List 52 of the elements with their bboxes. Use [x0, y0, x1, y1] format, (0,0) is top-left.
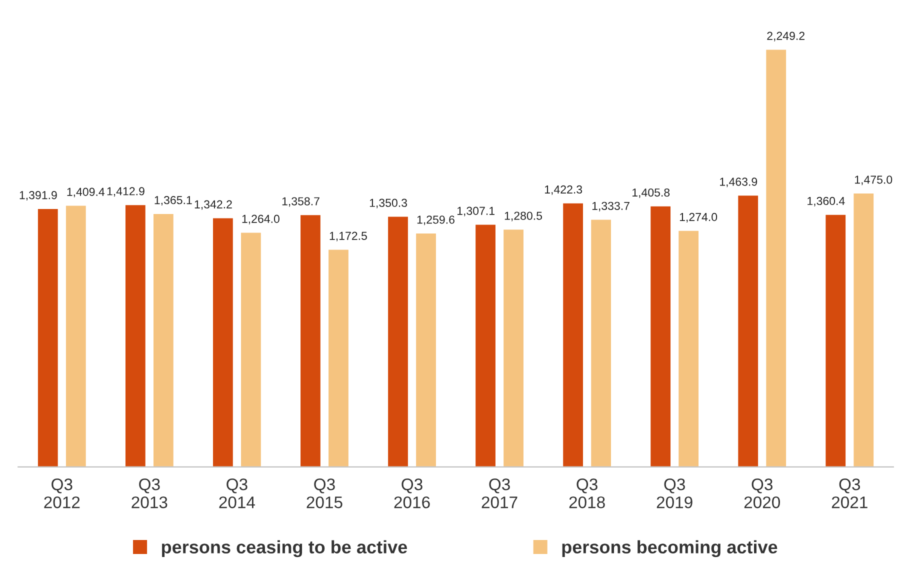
bar — [562, 202, 584, 467]
data-label: 1,350.3 — [370, 198, 408, 208]
x-tick-label: Q3 2014 — [219, 478, 256, 508]
bar — [386, 216, 410, 467]
x-tick-label: Q3 2012 — [44, 478, 80, 508]
bar — [152, 212, 174, 467]
x-tick-label: Q3 2018 — [569, 478, 605, 508]
x-tick-label: Q3 2015 — [306, 478, 342, 508]
data-label: 1,365.1 — [154, 196, 192, 206]
bar — [212, 217, 234, 467]
data-label: 1,280.5 — [504, 212, 542, 222]
data-label: 1,360.4 — [808, 196, 845, 206]
legend-label: persons becoming active — [562, 540, 778, 558]
data-label: 1,391.9 — [20, 191, 57, 201]
bar — [737, 194, 760, 467]
x-tick-label: Q3 2016 — [394, 478, 430, 508]
bar — [64, 204, 87, 467]
bar — [124, 204, 146, 467]
data-label: 1,405.8 — [632, 188, 670, 198]
bar — [502, 228, 525, 467]
legend-label: persons ceasing to be active — [162, 540, 408, 558]
data-label: 1,475.0 — [855, 176, 892, 186]
bar — [824, 214, 847, 467]
data-label: 1,172.5 — [330, 232, 367, 242]
bar — [650, 205, 672, 467]
data-label: 2,249.2 — [767, 32, 804, 42]
x-tick-label: Q3 2017 — [482, 478, 518, 508]
data-label: 1,307.1 — [457, 206, 494, 216]
bar — [327, 248, 350, 467]
bar — [474, 224, 497, 467]
data-label: 1,342.2 — [194, 200, 232, 210]
bar — [299, 214, 322, 467]
data-label: 1,333.7 — [592, 202, 630, 212]
bar — [590, 218, 612, 467]
data-label: 1,422.3 — [544, 185, 582, 195]
data-label: 1,264.0 — [242, 214, 280, 224]
bar — [765, 48, 788, 467]
bar — [36, 208, 59, 467]
x-tick-label: Q3 2013 — [132, 478, 168, 508]
x-tick-label: Q3 2021 — [832, 478, 868, 508]
data-label: 1,463.9 — [720, 178, 758, 188]
x-tick-label: Q3 2019 — [656, 478, 692, 508]
bar — [678, 230, 700, 467]
bar — [852, 192, 875, 467]
bar — [240, 232, 262, 467]
data-label: 1,274.0 — [680, 212, 718, 222]
data-label: 1,358.7 — [282, 197, 320, 207]
data-label: 1,412.9 — [107, 187, 144, 197]
x-tick-label: Q3 2020 — [744, 478, 780, 508]
data-label: 1,409.4 — [67, 188, 105, 198]
bar — [414, 232, 438, 467]
data-label: 1,259.6 — [417, 216, 454, 226]
